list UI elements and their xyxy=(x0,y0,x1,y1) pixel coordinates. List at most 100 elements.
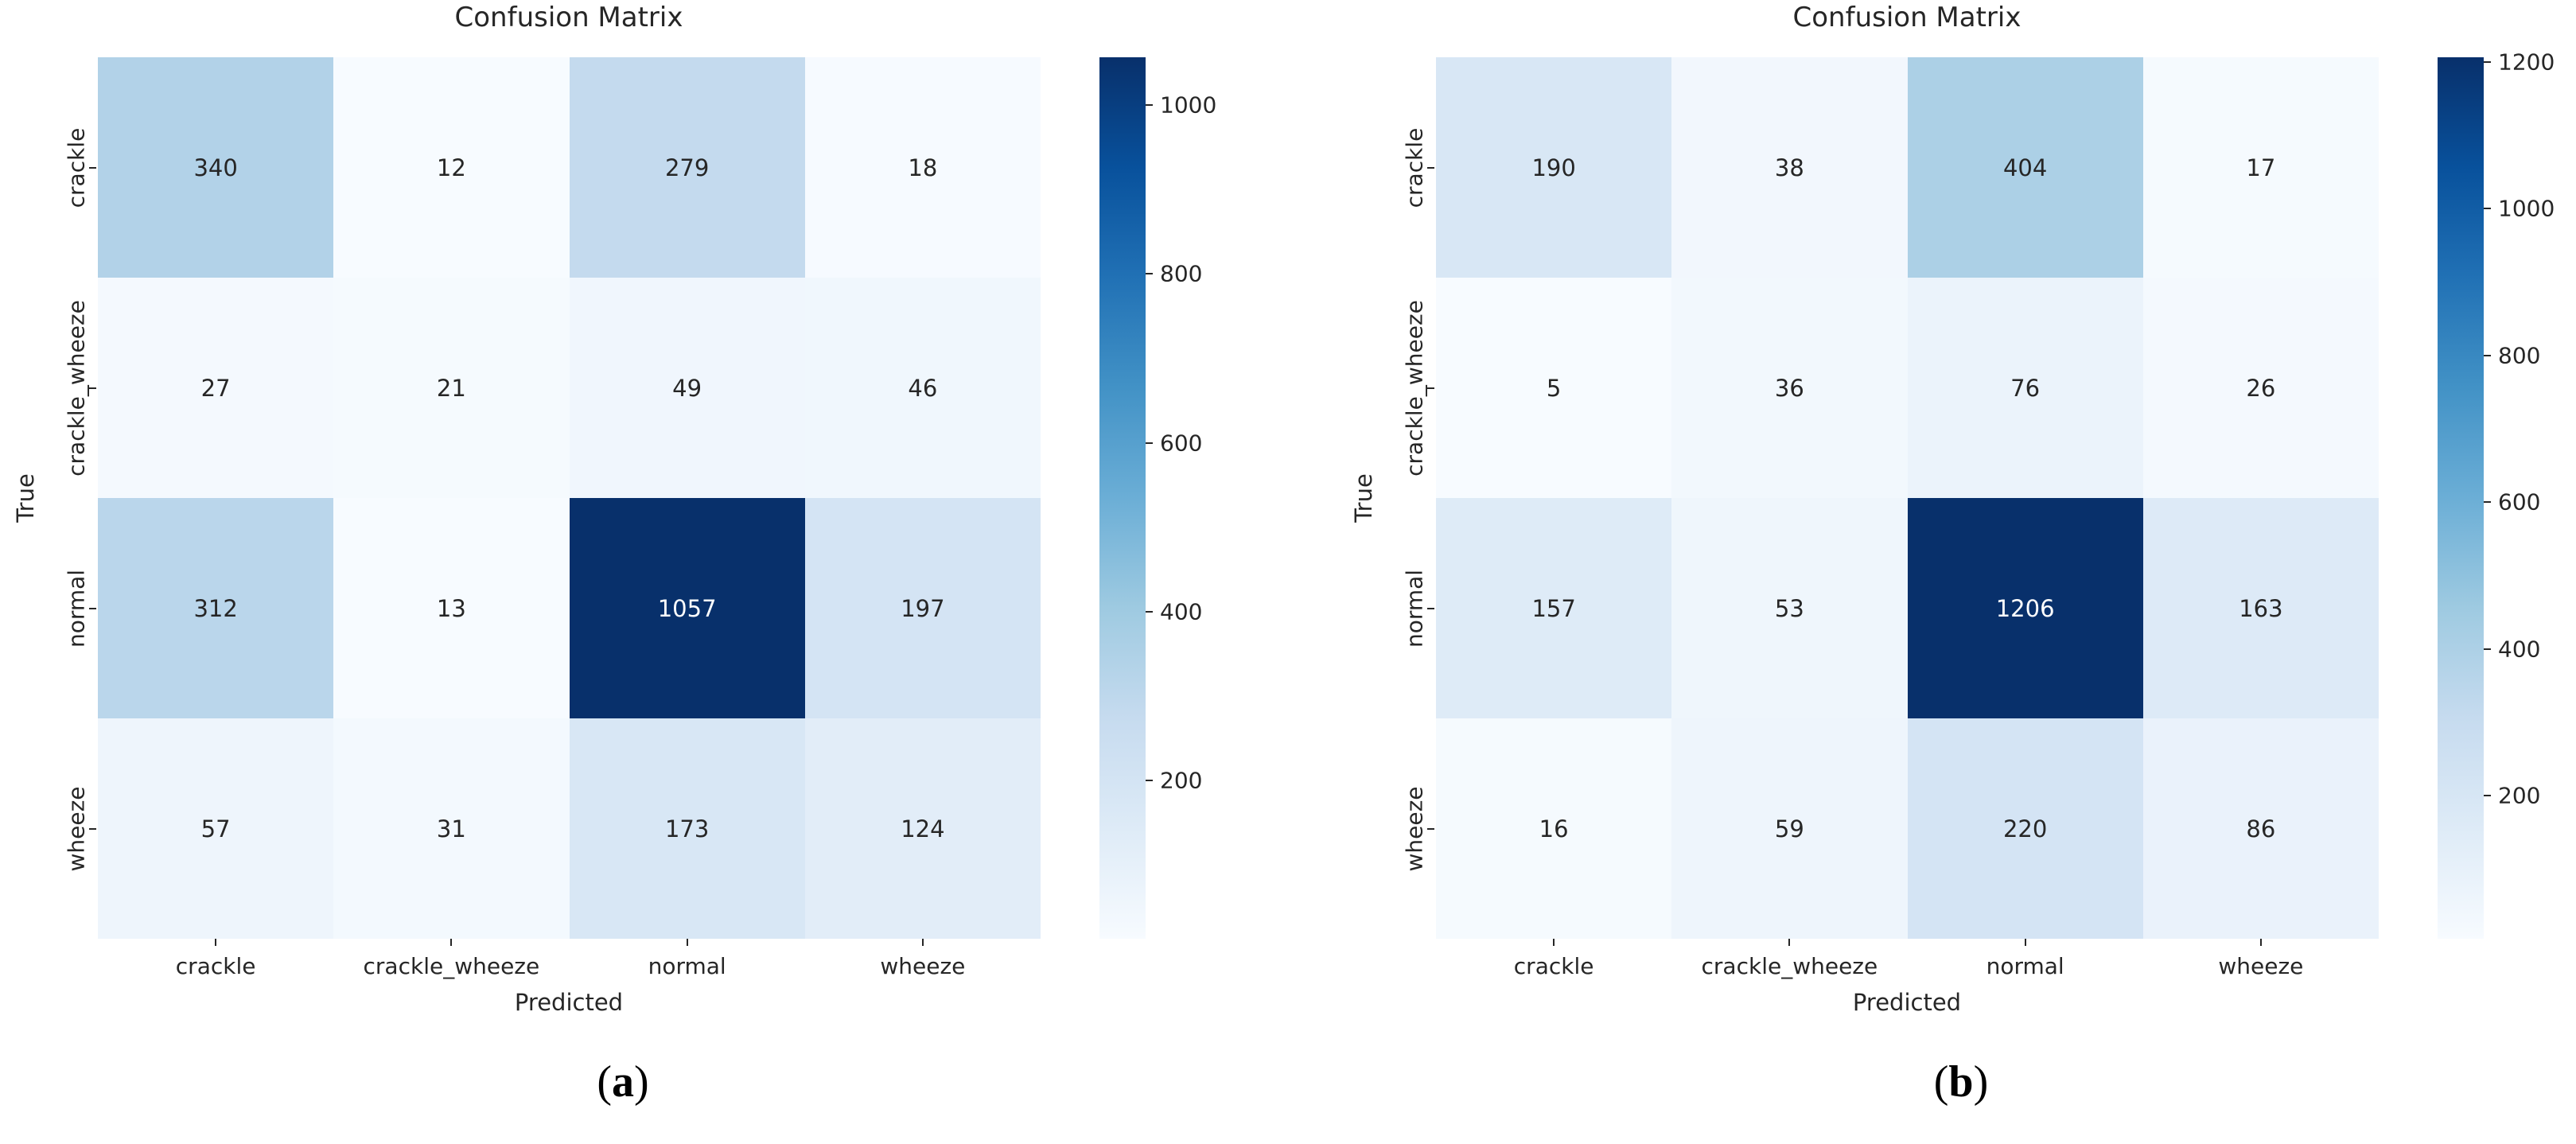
x-tick-mark xyxy=(1788,939,1791,946)
heatmap-cell: 49 xyxy=(569,278,805,498)
x-tick-mark xyxy=(921,939,924,946)
colorbar-tick-mark xyxy=(1146,610,1153,613)
x-tick-label: crackle xyxy=(175,953,256,979)
colorbar-tick-mark xyxy=(2484,648,2491,650)
colorbar-tick-label: 400 xyxy=(2498,636,2541,663)
colorbar-tick-label: 1000 xyxy=(2498,195,2555,222)
colorbar-tick-mark xyxy=(2484,354,2491,356)
colorbar-tick-mark xyxy=(2484,795,2491,797)
confusion-matrix-figure-a: Confusion Matrix 340 12 279 18 27 21 49 46 312 13… xyxy=(0,0,1238,1144)
caption-open-paren: ( xyxy=(1933,1057,1949,1107)
y-tick-label: normal xyxy=(1401,569,1428,648)
heatmap-axes: 190 38 404 17 5 36 76 26 157 53 1206 163 16 59 220 86 xyxy=(1436,57,2379,939)
y-tick-mark xyxy=(89,827,96,830)
x-axis-label: Predicted xyxy=(1852,989,1962,1016)
y-axis-label: True xyxy=(1350,473,1377,523)
subfigure-caption: (b) xyxy=(1934,1056,1988,1107)
confusion-matrix-figure-b: Confusion Matrix 190 38 404 17 5 36 76 26 157 53 1… xyxy=(1338,0,2576,1144)
heatmap-cell: 197 xyxy=(804,498,1041,718)
x-tick-mark xyxy=(686,939,688,946)
heatmap-cell: 12 xyxy=(333,57,570,278)
y-tick-mark xyxy=(89,607,96,609)
y-tick-label: crackle xyxy=(1401,127,1428,208)
heatmap-cell: 1057 xyxy=(569,498,805,718)
caption-letter: b xyxy=(1948,1057,1974,1107)
x-tick-mark xyxy=(2259,939,2262,946)
colorbar-tick-label: 1000 xyxy=(1160,91,1217,119)
y-tick-mark xyxy=(89,387,96,389)
heatmap-cell: 27 xyxy=(98,278,334,498)
caption-open-paren: ( xyxy=(597,1057,612,1107)
x-tick-label: crackle_wheeze xyxy=(1701,953,1878,979)
plot-title: Confusion Matrix xyxy=(1792,2,2021,33)
y-tick-label: crackle xyxy=(63,127,90,208)
colorbar-tick-label: 400 xyxy=(1160,598,1203,625)
heatmap-cell: 46 xyxy=(804,278,1041,498)
caption-close-paren: ) xyxy=(634,1057,649,1107)
y-tick-label: wheeze xyxy=(63,785,90,872)
subfigure-caption: (a) xyxy=(597,1056,648,1107)
heatmap: 340 12 279 18 27 21 49 46 312 13 1057 197 57 31 173 124 xyxy=(98,57,1041,939)
y-tick-mark xyxy=(1427,607,1434,609)
colorbar xyxy=(1099,57,1146,939)
x-tick-label: wheeze xyxy=(2218,953,2304,979)
y-tick-mark xyxy=(89,166,96,169)
heatmap-cell: 173 xyxy=(569,718,805,939)
heatmap-cell: 404 xyxy=(1907,57,2143,278)
y-tick-mark xyxy=(1427,387,1434,389)
x-tick-mark xyxy=(1553,939,1555,946)
colorbar-tick-label: 600 xyxy=(1160,430,1203,457)
heatmap-cell: 57 xyxy=(98,718,334,939)
x-tick-label: normal xyxy=(648,953,726,979)
heatmap-cell: 26 xyxy=(2142,278,2379,498)
x-tick-label: normal xyxy=(1986,953,2064,979)
heatmap-cell: 340 xyxy=(98,57,334,278)
y-tick-label: normal xyxy=(63,569,90,648)
y-tick-mark xyxy=(1427,166,1434,169)
colorbar xyxy=(2438,57,2484,939)
heatmap-axes: 340 12 279 18 27 21 49 46 312 13 1057 197 57 31 173 124 xyxy=(98,57,1041,939)
x-tick-mark xyxy=(215,939,217,946)
colorbar-tick-mark xyxy=(1146,779,1153,781)
y-tick-label: crackle_wheeze xyxy=(63,299,90,477)
plot-title: Confusion Matrix xyxy=(454,2,683,33)
colorbar-tick-label: 800 xyxy=(1160,260,1203,287)
x-tick-mark xyxy=(2024,939,2026,946)
x-tick-label: crackle_wheeze xyxy=(363,953,540,979)
heatmap-cell: 220 xyxy=(1907,718,2143,939)
x-tick-mark xyxy=(450,939,453,946)
colorbar-tick-mark xyxy=(2484,60,2491,63)
x-axis-label: Predicted xyxy=(514,989,624,1016)
heatmap-cell: 157 xyxy=(1436,498,1672,718)
heatmap-cell: 86 xyxy=(2142,718,2379,939)
heatmap-cell: 124 xyxy=(804,718,1041,939)
y-axis-label: True xyxy=(12,473,39,523)
heatmap-cell: 36 xyxy=(1671,278,1908,498)
heatmap-cell: 5 xyxy=(1436,278,1672,498)
heatmap-cell: 279 xyxy=(569,57,805,278)
y-tick-label: crackle_wheeze xyxy=(1401,299,1428,477)
colorbar-tick-mark xyxy=(1146,442,1153,444)
heatmap-cell: 53 xyxy=(1671,498,1908,718)
heatmap-cell: 18 xyxy=(804,57,1041,278)
caption-letter: a xyxy=(612,1057,634,1107)
colorbar-tick-mark xyxy=(1146,104,1153,107)
colorbar-tick-mark xyxy=(1146,273,1153,275)
heatmap: 190 38 404 17 5 36 76 26 157 53 1206 163 16 59 220 86 xyxy=(1436,57,2379,939)
caption-close-paren: ) xyxy=(1973,1057,1989,1107)
heatmap-cell: 38 xyxy=(1671,57,1908,278)
heatmap-cell: 31 xyxy=(333,718,570,939)
heatmap-cell: 16 xyxy=(1436,718,1672,939)
y-tick-mark xyxy=(1427,827,1434,830)
colorbar-tick-label: 1200 xyxy=(2498,49,2555,76)
heatmap-cell: 76 xyxy=(1907,278,2143,498)
colorbar-tick-label: 800 xyxy=(2498,342,2541,369)
colorbar-tick-label: 200 xyxy=(1160,767,1203,794)
y-tick-label: wheeze xyxy=(1401,785,1428,872)
heatmap-cell: 21 xyxy=(333,278,570,498)
heatmap-cell: 17 xyxy=(2142,57,2379,278)
colorbar-tick-mark xyxy=(2484,501,2491,504)
x-tick-label: wheeze xyxy=(880,953,966,979)
colorbar-tick-mark xyxy=(2484,208,2491,210)
